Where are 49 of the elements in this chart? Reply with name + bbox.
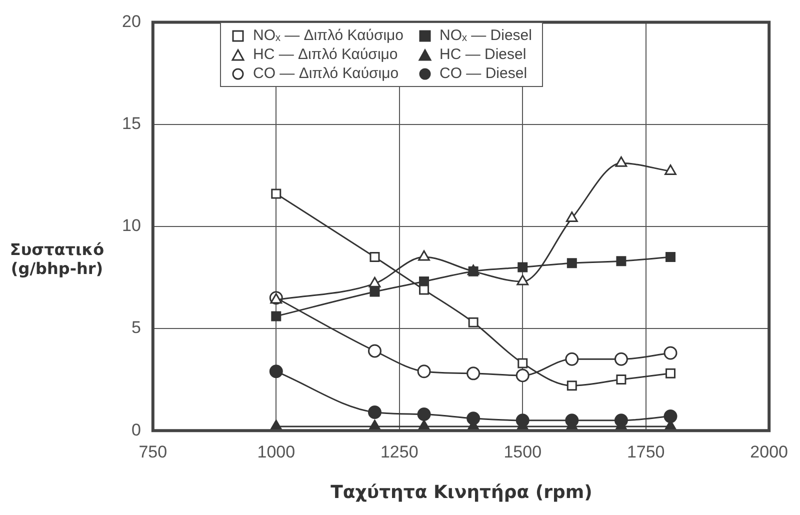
point (614, 352, 628, 366)
point (565, 352, 579, 366)
x-tick-label: 1000 (257, 442, 296, 462)
point (468, 317, 478, 328)
point (417, 364, 431, 378)
legend-label: HC — Διπλό Καύσιμο (253, 46, 398, 63)
x-tick-label: 1250 (380, 442, 418, 462)
x-tick-label: 750 (138, 442, 168, 462)
point (518, 358, 528, 368)
x-tick-label: 1750 (626, 442, 665, 462)
point (419, 284, 430, 295)
point (370, 252, 380, 262)
y-axis-title: Συστατικό (g/bhp-hr) (8, 240, 106, 278)
point (664, 410, 678, 424)
point (271, 188, 282, 199)
point (418, 250, 430, 261)
x-axis-title: Ταχύτητα Κινητήρα (rpm) (330, 482, 594, 503)
point (269, 364, 283, 378)
point (664, 346, 678, 360)
point (368, 344, 382, 358)
point (666, 252, 676, 262)
legend-label: NOₓ — Diesel (440, 27, 532, 44)
legend-label: NOₓ — Διπλό Καύσιμο (253, 27, 404, 44)
point (466, 366, 480, 380)
point (370, 286, 380, 297)
legend-label: HC — Diesel (440, 46, 526, 63)
point (417, 408, 431, 422)
y-tick-label: 0 (131, 420, 141, 440)
point (516, 368, 530, 382)
point (566, 380, 577, 391)
point (271, 311, 282, 322)
legend-label: CO — Diesel (440, 65, 528, 82)
x-tick-label: 2000 (750, 442, 788, 462)
point (368, 405, 382, 419)
y-tick-label: 20 (122, 12, 141, 31)
y-tick-label: 10 (122, 216, 141, 236)
legend-label: CO — Διπλό Καύσιμο (253, 65, 399, 82)
point (468, 266, 478, 276)
point (566, 258, 577, 268)
point (666, 368, 676, 378)
point (516, 274, 529, 286)
y-tick-label: 5 (131, 318, 141, 338)
point (616, 256, 626, 266)
x-tick-label: 1500 (504, 442, 542, 462)
point (368, 276, 381, 288)
y-tick-label: 15 (122, 114, 141, 133)
point (664, 164, 676, 176)
point (518, 262, 528, 272)
point (616, 374, 626, 385)
